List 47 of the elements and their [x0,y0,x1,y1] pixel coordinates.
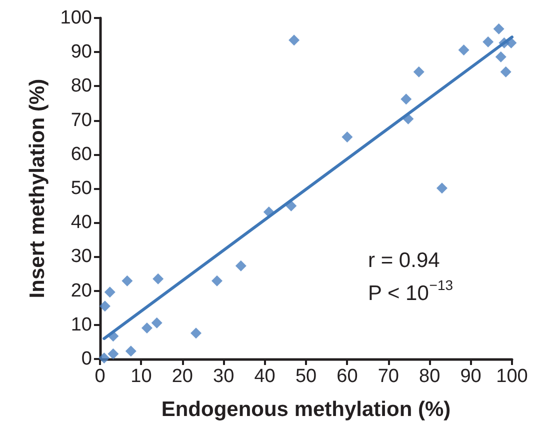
point [152,273,164,284]
point [482,36,494,48]
y-tick-label: 20 [70,280,92,302]
x-tick-label: 10 [130,366,152,387]
point [190,328,202,339]
point [288,34,300,46]
y-tick-label: 80 [70,76,92,97]
x-tick-label: 40 [254,366,276,387]
y-tick-label: 60 [70,144,92,165]
point [99,300,110,312]
point [141,322,152,334]
y-tick-label: 70 [70,110,92,131]
point [413,66,424,78]
point [235,260,246,272]
y-tick-label: 100 [60,8,92,28]
x-tick-label: 20 [172,366,193,387]
y-tick-label: 50 [70,178,92,199]
x-tick-label: 70 [378,366,399,387]
y-tick-label: 40 [70,212,92,234]
point [342,132,353,143]
point [500,66,512,78]
y-tick-label: 10 [70,314,92,336]
point [458,44,470,56]
y-axis-title: Insert methylation (%) [26,78,49,298]
annotation: r = 0.94 [368,249,440,272]
x-tick-label: 100 [496,366,528,387]
point [495,51,506,62]
point [125,346,136,357]
x-tick-label: 90 [460,366,482,387]
y-tick-label: 90 [70,42,92,63]
point [122,275,133,286]
y-tick-label: 30 [70,246,92,268]
point [493,23,504,34]
point [400,94,412,105]
x-axis-title: Endogenous methylation (%) [161,398,451,421]
x-tick-label: 30 [213,366,234,387]
point [108,348,119,360]
point [104,286,116,298]
point [436,182,448,194]
x-tick-label: 0 [94,366,106,387]
x-tick-label: 60 [336,366,358,387]
x-tick-label: 80 [419,366,440,387]
point [286,200,297,212]
x-tick-label: 50 [295,366,317,387]
y-tick-label: 0 [81,348,92,370]
point [151,317,162,328]
point [212,275,223,286]
